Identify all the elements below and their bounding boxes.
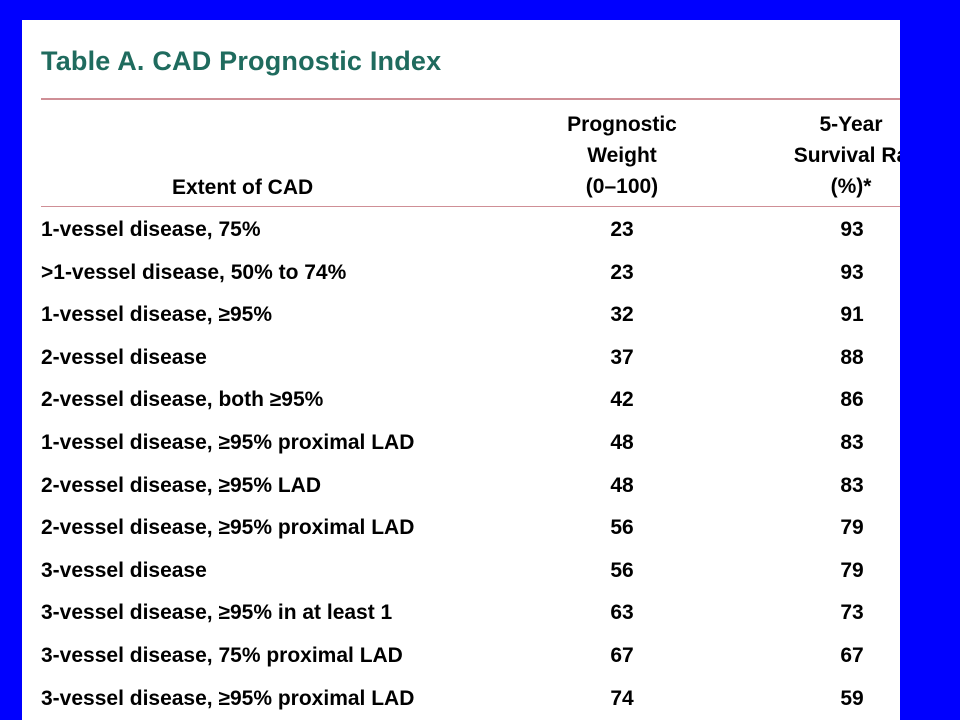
header-line: Survival Ra bbox=[793, 144, 900, 167]
title-divider bbox=[41, 98, 900, 100]
table-body: 1-vessel disease, 75% 23 93 >1-vessel di… bbox=[22, 209, 900, 720]
table-row: 3-vessel disease, ≥95% proximal LAD 74 5… bbox=[22, 678, 900, 720]
column-header-prognostic-weight: Prognostic Weight (0–100) bbox=[544, 109, 700, 202]
extent-cell: 3-vessel disease, 75% proximal LAD bbox=[41, 643, 403, 667]
table-row: 2-vessel disease, ≥95% LAD 48 83 bbox=[22, 465, 900, 508]
extent-cell: 3-vessel disease, ≥95% proximal LAD bbox=[41, 686, 415, 710]
survival-cell: 83 bbox=[840, 430, 864, 454]
table-title: Table A. CAD Prognostic Index bbox=[41, 46, 442, 76]
table-row: 1-vessel disease, ≥95% proximal LAD 48 8… bbox=[22, 422, 900, 465]
survival-cell: 79 bbox=[840, 516, 864, 540]
survival-cell: 93 bbox=[840, 260, 864, 284]
survival-cell: 83 bbox=[840, 473, 864, 497]
extent-cell: 2-vessel disease bbox=[41, 345, 207, 369]
extent-cell: 3-vessel disease, ≥95% in at least 1 bbox=[41, 601, 393, 625]
header-line: Prognostic bbox=[567, 113, 677, 136]
table-row: 1-vessel disease, ≥95% 32 91 bbox=[22, 294, 900, 337]
column-header-survival-rate: 5-Year Survival Ra (%)* bbox=[766, 109, 900, 202]
survival-cell: 88 bbox=[840, 345, 864, 369]
survival-cell: 91 bbox=[840, 303, 864, 327]
table-row: 3-vessel disease 56 79 bbox=[22, 550, 900, 593]
extent-cell: 1-vessel disease, ≥95% proximal LAD bbox=[41, 430, 415, 454]
table-row: >1-vessel disease, 50% to 74% 23 93 bbox=[22, 252, 900, 295]
survival-cell: 59 bbox=[840, 686, 864, 710]
table-row: 2-vessel disease 37 88 bbox=[22, 337, 900, 380]
weight-cell: 42 bbox=[610, 388, 634, 412]
table-row: 2-vessel disease, both ≥95% 42 86 bbox=[22, 379, 900, 422]
survival-cell: 93 bbox=[840, 218, 864, 241]
table-sheet: Table A. CAD Prognostic Index Extent of … bbox=[22, 20, 900, 720]
survival-cell: 79 bbox=[840, 558, 864, 582]
weight-cell: 48 bbox=[610, 473, 634, 497]
weight-cell: 32 bbox=[610, 303, 634, 327]
weight-cell: 23 bbox=[610, 218, 634, 241]
extent-cell: 1-vessel disease, 75% bbox=[41, 218, 261, 241]
weight-cell: 48 bbox=[610, 430, 634, 454]
weight-cell: 63 bbox=[610, 601, 634, 625]
weight-cell: 56 bbox=[610, 516, 634, 540]
table-row: 1-vessel disease, 75% 23 93 bbox=[22, 209, 900, 252]
weight-cell: 37 bbox=[610, 345, 634, 369]
survival-cell: 67 bbox=[840, 643, 864, 667]
extent-cell: 1-vessel disease, ≥95% bbox=[41, 303, 273, 327]
weight-cell: 23 bbox=[610, 260, 634, 284]
table-row: 3-vessel disease, 75% proximal LAD 67 67 bbox=[22, 635, 900, 678]
extent-cell: 2-vessel disease, ≥95% proximal LAD bbox=[41, 516, 415, 540]
extent-cell: 2-vessel disease, both ≥95% bbox=[41, 388, 324, 412]
survival-cell: 73 bbox=[840, 601, 864, 625]
extent-cell: >1-vessel disease, 50% to 74% bbox=[41, 260, 347, 284]
column-header-extent: Extent of CAD bbox=[172, 176, 314, 199]
table-row: 2-vessel disease, ≥95% proximal LAD 56 7… bbox=[22, 507, 900, 550]
weight-cell: 56 bbox=[610, 558, 634, 582]
extent-cell: 2-vessel disease, ≥95% LAD bbox=[41, 473, 322, 497]
table-row: 3-vessel disease, ≥95% in at least 1 63 … bbox=[22, 592, 900, 635]
survival-cell: 86 bbox=[840, 388, 864, 412]
header-line: Weight bbox=[587, 144, 657, 167]
weight-cell: 67 bbox=[610, 643, 634, 667]
weight-cell: 74 bbox=[610, 686, 634, 710]
header-line: (%)* bbox=[830, 175, 872, 198]
header-line: 5-Year bbox=[819, 113, 883, 136]
header-line: (0–100) bbox=[585, 175, 659, 198]
extent-cell: 3-vessel disease bbox=[41, 558, 207, 582]
header-divider bbox=[41, 206, 900, 207]
